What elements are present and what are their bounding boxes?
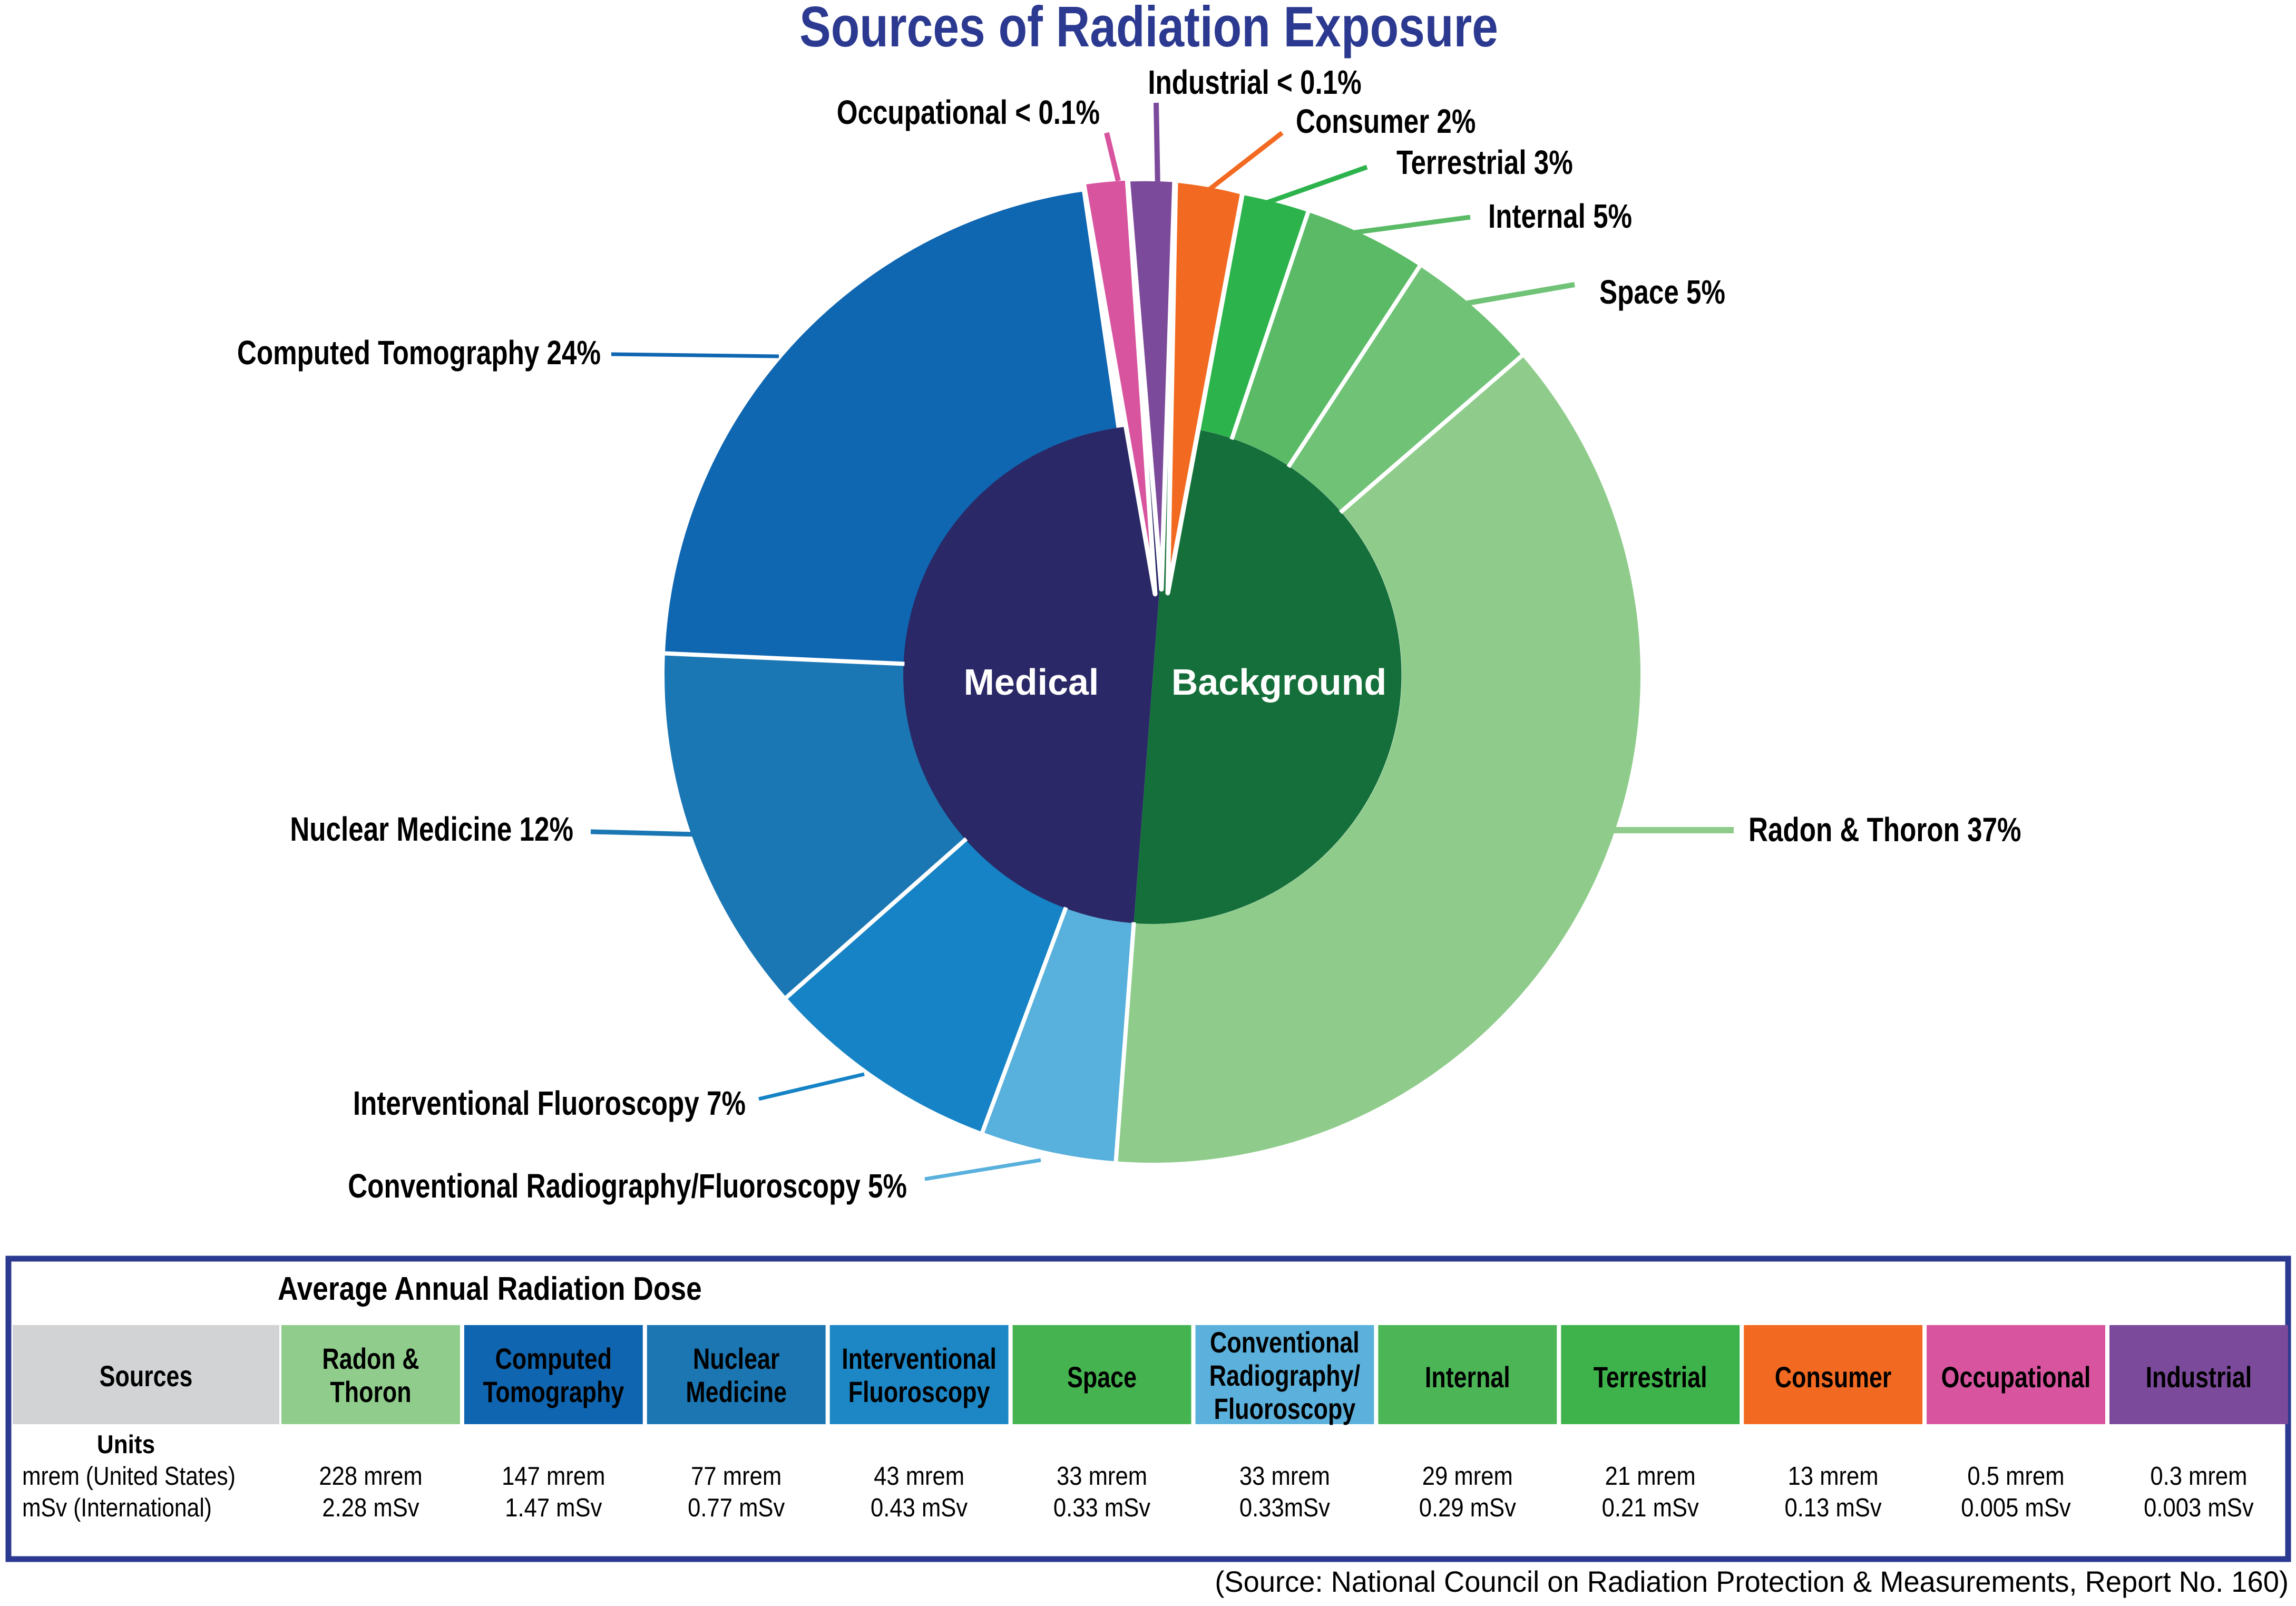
svg-text:Terrestrial 3%: Terrestrial 3% <box>1396 144 1573 182</box>
svg-text:Space 5%: Space 5% <box>1599 274 1725 312</box>
svg-text:Fluoroscopy: Fluoroscopy <box>1214 1392 1356 1425</box>
svg-text:29 mrem: 29 mrem <box>1422 1462 1513 1491</box>
svg-text:Occupational < 0.1%: Occupational < 0.1% <box>837 94 1100 132</box>
svg-text:Nuclear: Nuclear <box>693 1342 779 1375</box>
svg-text:77 mrem: 77 mrem <box>691 1462 781 1491</box>
svg-text:228 mrem: 228 mrem <box>319 1462 422 1491</box>
svg-text:33 mrem: 33 mrem <box>1057 1462 1147 1491</box>
svg-text:0.29 mSv: 0.29 mSv <box>1419 1493 1517 1522</box>
svg-text:147 mrem: 147 mrem <box>502 1462 605 1491</box>
svg-text:Computed Tomography 24%: Computed Tomography 24% <box>237 335 601 372</box>
svg-text:0.77 mSv: 0.77 mSv <box>688 1493 785 1522</box>
svg-text:mrem (United States): mrem (United States) <box>22 1461 236 1490</box>
svg-text:Internal: Internal <box>1425 1360 1510 1394</box>
svg-text:0.13 mSv: 0.13 mSv <box>1785 1493 1882 1522</box>
svg-text:Industrial: Industrial <box>2146 1360 2252 1394</box>
svg-text:0.33mSv: 0.33mSv <box>1239 1493 1331 1522</box>
svg-text:33 mrem: 33 mrem <box>1239 1462 1330 1491</box>
svg-text:Industrial < 0.1%: Industrial < 0.1% <box>1148 64 1361 102</box>
svg-text:mSv (International): mSv (International) <box>22 1493 212 1522</box>
svg-text:0.21 mSv: 0.21 mSv <box>1602 1493 1699 1522</box>
svg-text:Background: Background <box>1171 661 1386 703</box>
svg-text:Radon &: Radon & <box>322 1342 419 1375</box>
svg-text:Terrestrial: Terrestrial <box>1594 1360 1707 1394</box>
svg-text:Consumer 2%: Consumer 2% <box>1296 103 1476 141</box>
svg-text:Radon & Thoron 37%: Radon & Thoron 37% <box>1748 812 2021 849</box>
svg-text:Occupational: Occupational <box>1941 1360 2091 1394</box>
svg-text:0.3 mrem: 0.3 mrem <box>2150 1462 2247 1491</box>
svg-text:(Source: National Council on R: (Source: National Council on Radiation P… <box>1215 1565 2289 1598</box>
svg-text:Medicine: Medicine <box>686 1375 787 1408</box>
svg-text:Consumer: Consumer <box>1775 1360 1892 1394</box>
svg-text:0.33 mSv: 0.33 mSv <box>1053 1493 1151 1522</box>
svg-text:Units: Units <box>97 1430 155 1459</box>
svg-text:Internal 5%: Internal 5% <box>1488 198 1632 236</box>
svg-text:Interventional Fluoroscopy 7%: Interventional Fluoroscopy 7% <box>353 1085 746 1123</box>
svg-text:21 mrem: 21 mrem <box>1605 1462 1696 1491</box>
svg-text:Thoron: Thoron <box>330 1375 411 1408</box>
svg-text:2.28 mSv: 2.28 mSv <box>322 1493 419 1522</box>
svg-text:Average Annual Radiation Dose: Average Annual Radiation Dose <box>278 1271 702 1307</box>
svg-text:Conventional: Conventional <box>1210 1326 1360 1359</box>
svg-text:0.5 mrem: 0.5 mrem <box>1967 1462 2064 1491</box>
svg-text:0.43 mSv: 0.43 mSv <box>871 1493 968 1522</box>
svg-text:0.005 mSv: 0.005 mSv <box>1961 1493 2071 1522</box>
svg-text:Sources: Sources <box>100 1359 193 1393</box>
svg-text:Medical: Medical <box>964 661 1099 703</box>
svg-text:Space: Space <box>1067 1360 1137 1394</box>
svg-text:Interventional: Interventional <box>842 1342 996 1375</box>
svg-text:Tomography: Tomography <box>483 1375 624 1408</box>
svg-text:43 mrem: 43 mrem <box>874 1462 964 1491</box>
svg-text:13 mrem: 13 mrem <box>1788 1462 1879 1491</box>
svg-text:Conventional Radiography/Fluor: Conventional Radiography/Fluoroscopy 5% <box>348 1168 907 1205</box>
svg-text:0.003 mSv: 0.003 mSv <box>2144 1493 2254 1522</box>
svg-text:Nuclear Medicine 12%: Nuclear Medicine 12% <box>290 811 573 849</box>
svg-text:1.47 mSv: 1.47 mSv <box>505 1493 602 1522</box>
svg-text:Computed: Computed <box>495 1342 612 1375</box>
svg-text:Sources of Radiation Exposure: Sources of Radiation Exposure <box>799 0 1498 59</box>
svg-text:Radiography/: Radiography/ <box>1209 1359 1360 1392</box>
svg-text:Fluoroscopy: Fluoroscopy <box>848 1375 990 1408</box>
